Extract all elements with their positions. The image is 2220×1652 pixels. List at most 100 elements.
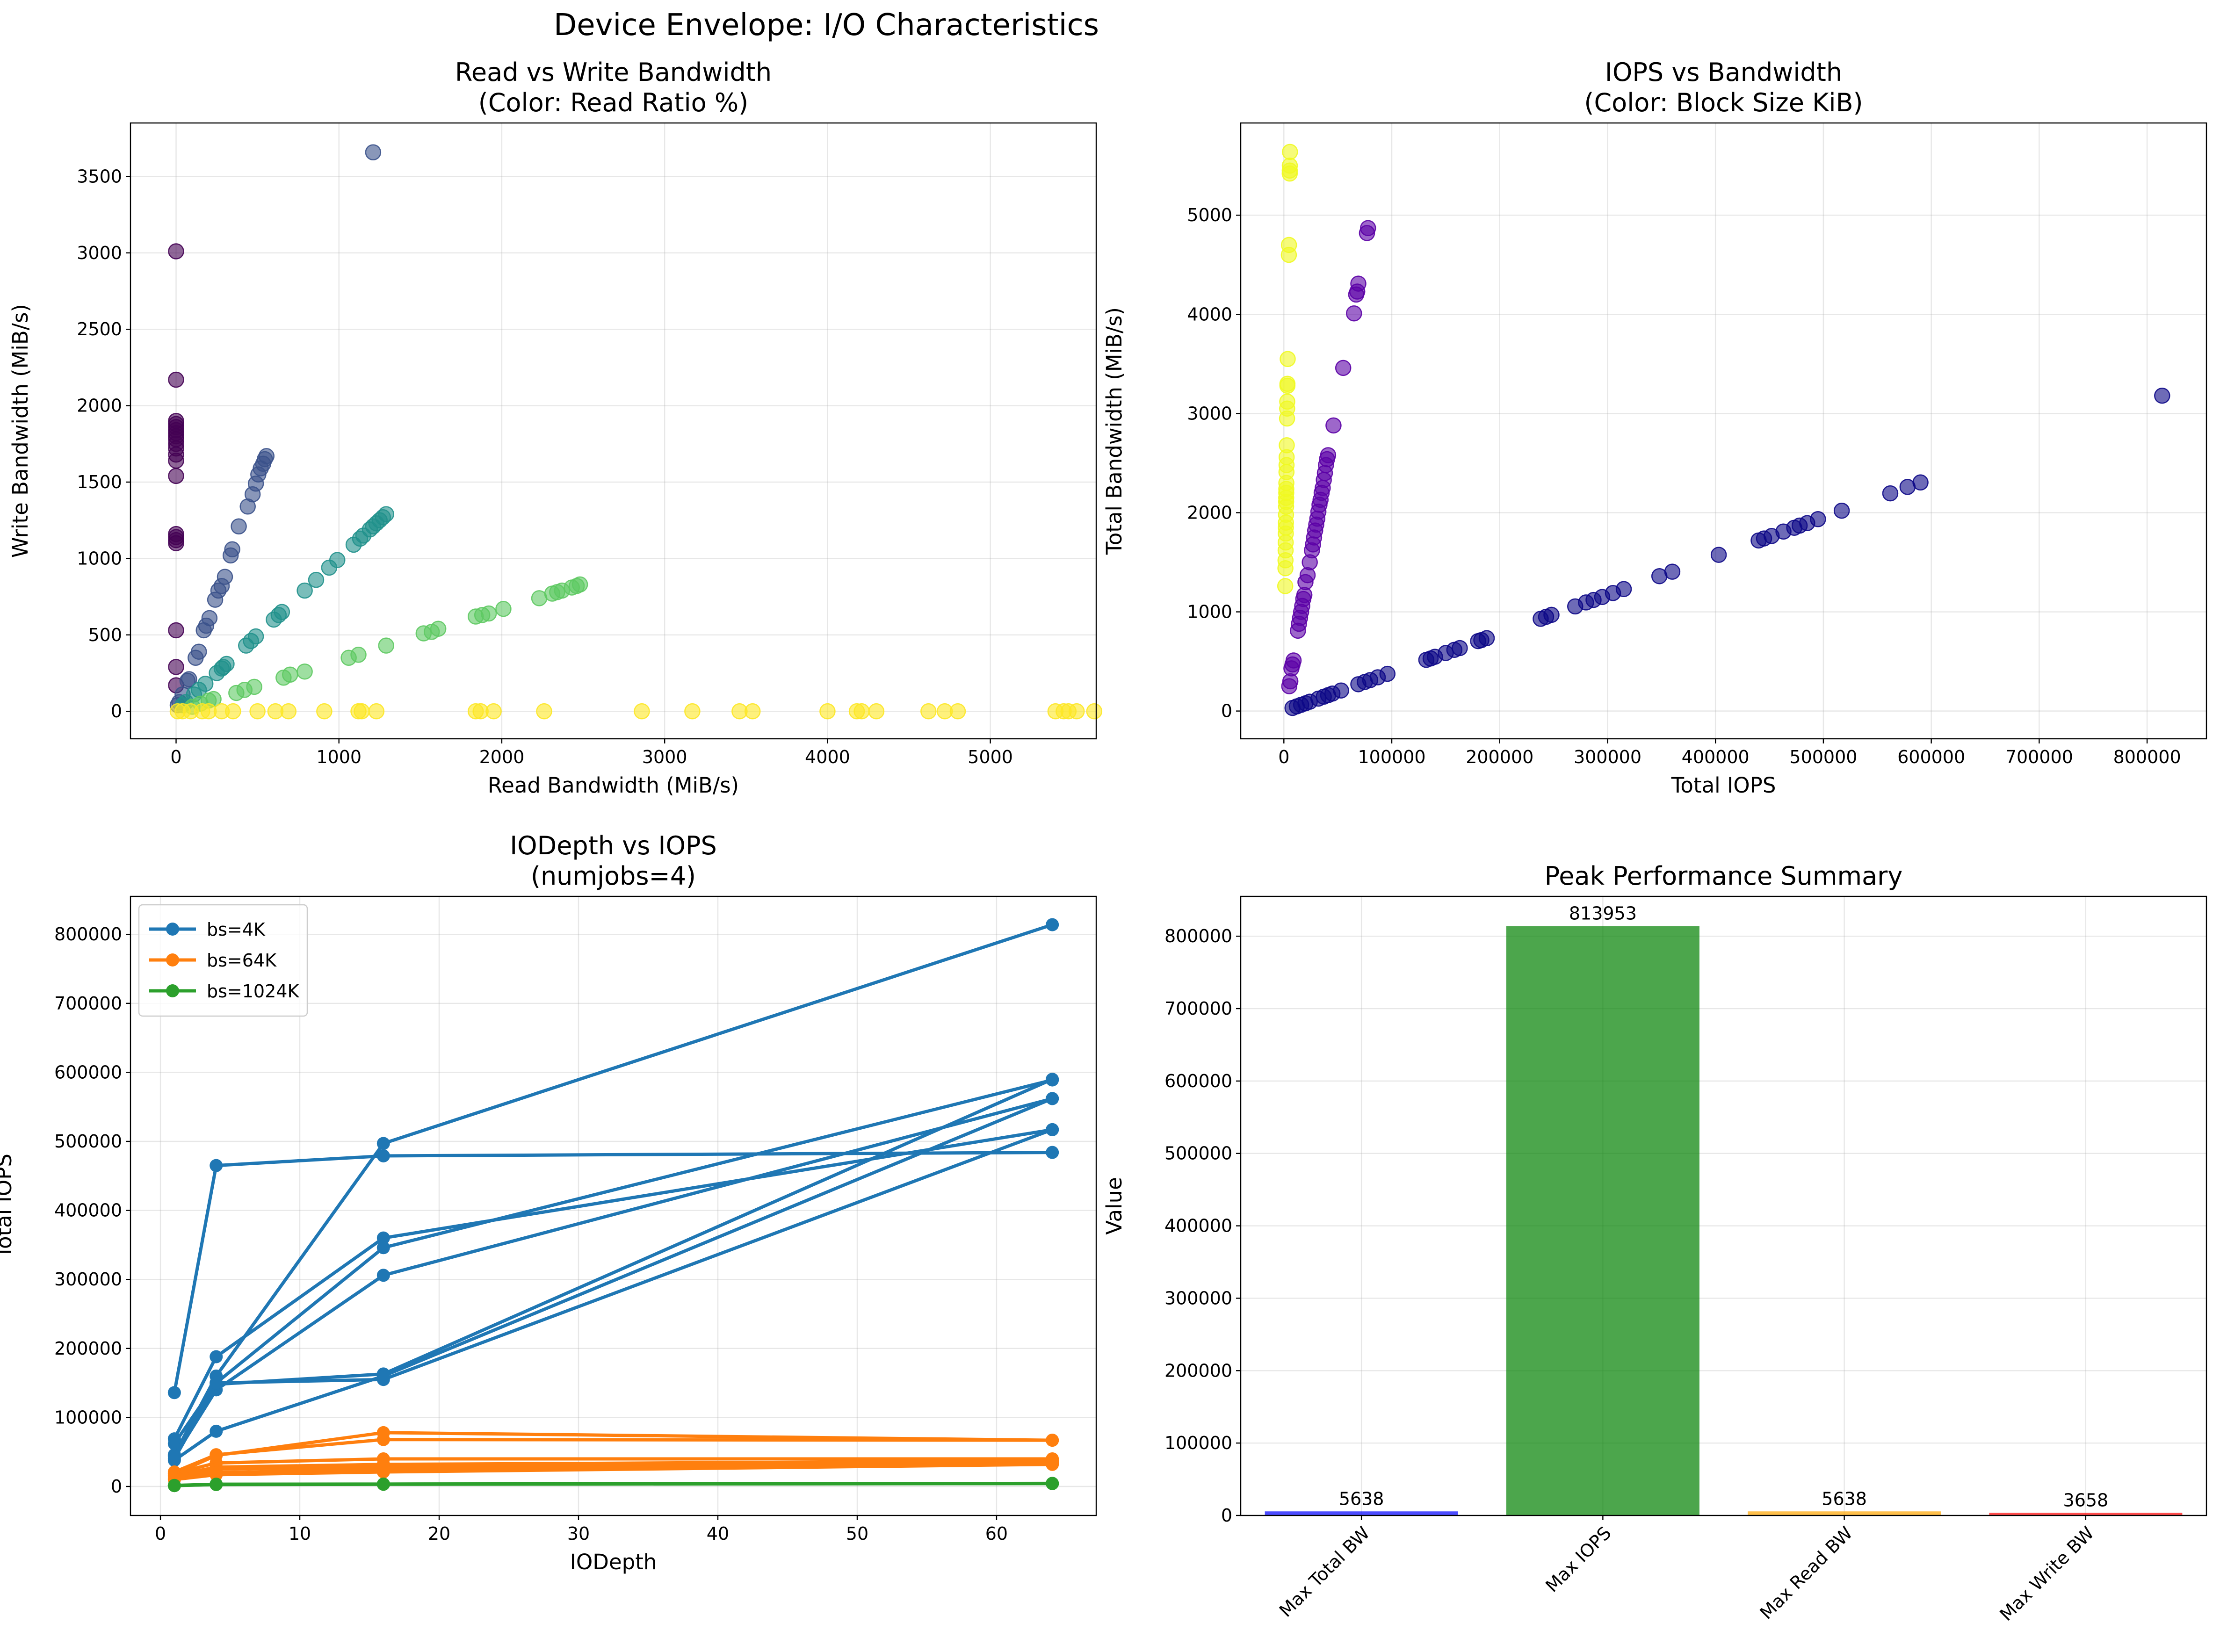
- subplot-0: Read vs Write Bandwidth(Color: Read Rati…: [8, 58, 1103, 798]
- line-marker: [376, 1241, 390, 1255]
- y-tick-label: 700000: [54, 993, 122, 1014]
- x-tick-label: 600000: [1897, 747, 1965, 767]
- line-marker: [376, 1373, 390, 1386]
- ticks: 0 1000 2000 3000 4000 5000 0 500 1000 1500 2000 250…: [77, 166, 1013, 767]
- x-tick-label: 500000: [1789, 747, 1857, 767]
- subplot-subtitle: (numjobs=4): [531, 861, 696, 891]
- x-tick-label: 0: [155, 1523, 166, 1544]
- y-tick-label: 600000: [1164, 1071, 1232, 1091]
- subplot-1: IOPS vs Bandwidth(Color: Block Size KiB)…: [1102, 58, 2207, 798]
- scatter-point: [231, 518, 247, 534]
- subplot-subtitle: (Color: Read Ratio %): [478, 88, 749, 117]
- scatter-point: [819, 703, 836, 720]
- axes-frame: [1240, 122, 2207, 740]
- scatter-point: [1282, 144, 1298, 160]
- y-axis-label: Value: [1102, 1177, 1127, 1235]
- scatter-point: [1359, 225, 1375, 241]
- scatter-point: [1348, 286, 1365, 303]
- series-2: [174, 506, 394, 714]
- y-tick-label: 500000: [1164, 1143, 1232, 1164]
- scatter-point: [188, 649, 204, 666]
- legend-label: bs=4K: [207, 919, 266, 940]
- series-line: [173, 1128, 1053, 1440]
- scatter-point: [168, 535, 184, 551]
- y-tick-label: 1500: [77, 472, 122, 492]
- series-line: [173, 1078, 1053, 1445]
- series-1: [167, 1426, 1059, 1486]
- scatter-point: [1086, 703, 1103, 720]
- scatter-point: [1281, 165, 1298, 182]
- scatter-point: [634, 703, 650, 720]
- x-tick-label: 10: [289, 1523, 311, 1544]
- scatter-point: [195, 622, 212, 639]
- scatter-point: [249, 703, 266, 720]
- x-tick-label: 20: [428, 1523, 450, 1544]
- scatter-point: [467, 608, 484, 625]
- x-tick-label: 1000: [316, 747, 362, 767]
- line-marker: [210, 1376, 223, 1390]
- scatter-point: [1418, 651, 1435, 668]
- scatter-point: [340, 649, 357, 666]
- subplot-title: IOPS vs Bandwidth: [1605, 58, 1842, 87]
- line-marker: [210, 1424, 223, 1438]
- line-marker: [1046, 1092, 1059, 1105]
- x-tick-label: 400000: [1682, 747, 1750, 767]
- x-tick-label: 800000: [2113, 747, 2181, 767]
- bar-value-label: 813953: [1569, 903, 1637, 924]
- series-1: [169, 144, 382, 714]
- y-tick-label: 5000: [1187, 205, 1232, 225]
- line-marker: [376, 1137, 390, 1150]
- line-marker: [1046, 1123, 1059, 1136]
- figure-suptitle: Device Envelope: I/O Characteristics: [554, 8, 1099, 43]
- y-tick-label: 300000: [1164, 1288, 1232, 1308]
- scatter-point: [1290, 622, 1306, 639]
- scatter-point: [1350, 676, 1367, 693]
- series-0: [167, 918, 1059, 1467]
- ticks: 0 100000 200000 300000 400000 500000 600000 700…: [1187, 205, 2181, 767]
- x-tick-label: 700000: [2005, 747, 2073, 767]
- series-line: [174, 1457, 1053, 1475]
- line-marker: [376, 1231, 390, 1245]
- axes-frame: [1240, 895, 2207, 1516]
- y-tick-label: 800000: [54, 924, 122, 945]
- scatter-point: [1470, 633, 1486, 649]
- scatter-point: [936, 703, 953, 720]
- scatter-point: [1325, 417, 1342, 434]
- scatter-point: [296, 582, 313, 599]
- x-tick-label: 2000: [479, 747, 525, 767]
- scatter-point: [209, 665, 225, 681]
- axes-frame: [130, 122, 1097, 740]
- scatter-point: [1279, 377, 1296, 394]
- series-line: [173, 1097, 1053, 1462]
- scatter-point: [168, 622, 184, 639]
- line-marker: [1046, 1477, 1059, 1490]
- line-marker: [376, 1465, 390, 1479]
- legend-box: [138, 904, 308, 1017]
- series-4: [169, 703, 1103, 720]
- y-tick-label: 100000: [54, 1407, 122, 1428]
- x-tick-label: 5000: [968, 747, 1013, 767]
- scatter-point: [1047, 703, 1064, 720]
- grid: [1241, 123, 2206, 739]
- scatter-point: [168, 243, 184, 260]
- y-tick-label: 100000: [1164, 1433, 1232, 1453]
- scatter-point: [1882, 485, 1899, 502]
- scatter-point: [536, 703, 552, 720]
- series-line: [174, 1463, 1053, 1481]
- scatter-point: [467, 703, 484, 720]
- line-marker: [210, 1468, 223, 1481]
- scatter-point: [1284, 700, 1301, 716]
- y-tick-label: 400000: [1164, 1216, 1232, 1236]
- scatter-point: [378, 637, 394, 654]
- line-marker: [1046, 1073, 1059, 1086]
- subplot-title: IODepth vs IOPS: [510, 831, 717, 860]
- subplot-title: Read vs Write Bandwidth: [455, 58, 772, 87]
- line-marker: [1046, 1146, 1059, 1159]
- x-tick-label: 50: [846, 1523, 868, 1544]
- bar-value-label: 3658: [2063, 1490, 2109, 1510]
- scatter-point: [1567, 598, 1584, 615]
- bar-2: [1506, 926, 1699, 1515]
- bar-value-label: 5638: [1822, 1488, 1867, 1509]
- series-line: [174, 1438, 1053, 1474]
